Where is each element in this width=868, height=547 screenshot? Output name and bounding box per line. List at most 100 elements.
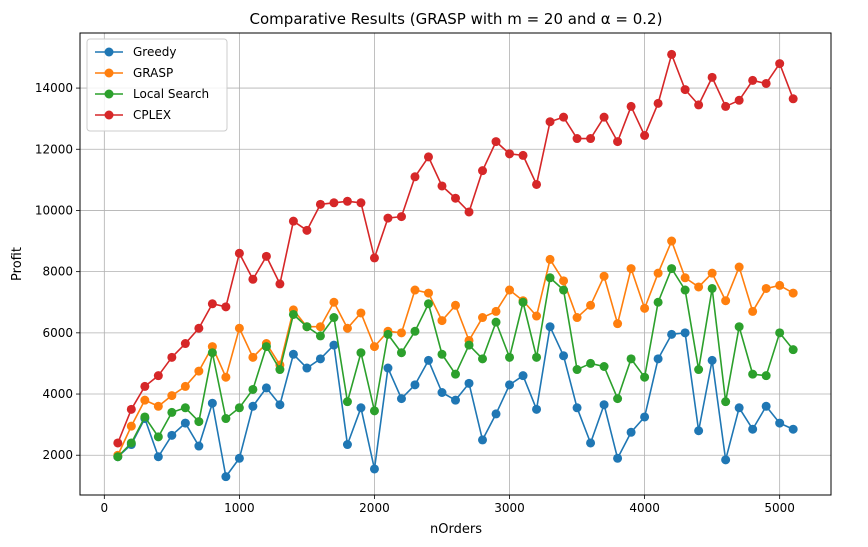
data-point-cplex — [734, 95, 744, 105]
data-point-grasp — [194, 366, 204, 376]
data-point-cplex — [653, 98, 663, 108]
data-point-local-search — [221, 414, 231, 424]
data-point-greedy — [437, 388, 447, 398]
data-point-grasp — [748, 306, 758, 316]
data-point-cplex — [234, 248, 244, 258]
legend-box — [86, 38, 228, 132]
y-tick-label: 6000 — [42, 326, 73, 340]
data-point-grasp — [478, 313, 488, 323]
data-point-greedy — [505, 380, 515, 390]
data-point-cplex — [721, 101, 731, 111]
data-point-grasp — [356, 308, 366, 318]
data-point-greedy — [532, 404, 542, 414]
data-point-grasp — [734, 262, 744, 272]
data-point-cplex — [572, 134, 582, 144]
data-point-local-search — [707, 283, 717, 293]
data-point-local-search — [518, 297, 528, 307]
data-point-grasp — [491, 306, 501, 316]
data-point-greedy — [194, 441, 204, 451]
legend-label: Greedy — [133, 45, 176, 59]
data-point-local-search — [234, 403, 244, 413]
data-point-greedy — [586, 438, 596, 448]
data-point-grasp — [221, 372, 231, 382]
data-point-cplex — [356, 198, 366, 208]
data-point-local-search — [329, 313, 339, 323]
data-point-grasp — [667, 236, 677, 246]
data-point-local-search — [153, 432, 163, 442]
data-point-cplex — [748, 75, 758, 85]
data-point-cplex — [667, 49, 677, 59]
data-point-local-search — [369, 406, 379, 416]
data-point-local-search — [586, 358, 596, 368]
data-point-greedy — [518, 371, 528, 381]
data-point-grasp — [532, 311, 542, 321]
data-point-cplex — [153, 371, 163, 381]
data-point-local-search — [342, 397, 352, 407]
data-point-cplex — [248, 274, 258, 284]
data-point-cplex — [532, 179, 542, 189]
y-axis-label: Profit — [10, 247, 25, 281]
data-point-local-search — [423, 299, 433, 309]
data-point-cplex — [694, 100, 704, 110]
data-point-greedy — [167, 430, 177, 440]
data-point-grasp — [410, 285, 420, 295]
legend-marker — [104, 110, 114, 120]
data-point-local-search — [315, 331, 325, 341]
data-point-local-search — [464, 340, 474, 350]
data-point-local-search — [545, 273, 555, 283]
x-tick-label: 1000 — [224, 501, 255, 515]
data-point-cplex — [194, 323, 204, 333]
data-point-grasp — [707, 268, 717, 278]
data-point-local-search — [775, 328, 785, 338]
data-point-greedy — [234, 453, 244, 463]
data-point-local-search — [451, 369, 460, 379]
data-point-local-search — [194, 417, 204, 427]
data-point-greedy — [680, 328, 690, 338]
data-point-greedy — [221, 472, 231, 482]
data-point-greedy — [248, 401, 258, 411]
data-point-grasp — [586, 300, 596, 310]
data-point-grasp — [329, 297, 339, 307]
data-point-grasp — [167, 391, 177, 401]
data-point-grasp — [505, 285, 515, 295]
data-point-local-search — [302, 322, 312, 332]
data-point-greedy — [288, 349, 298, 359]
data-point-local-search — [653, 297, 663, 307]
legend-label: Local Search — [133, 87, 209, 101]
data-point-grasp — [559, 276, 569, 286]
data-point-cplex — [788, 94, 798, 104]
legend-marker — [104, 68, 114, 78]
data-point-greedy — [694, 426, 704, 436]
data-point-grasp — [396, 328, 406, 338]
data-point-grasp — [140, 395, 150, 405]
data-point-grasp — [680, 273, 690, 283]
data-point-grasp — [613, 319, 623, 329]
data-point-local-search — [599, 361, 609, 371]
series-greedy — [113, 322, 798, 482]
legend: Greedy GRASP Local Search CPLEX — [86, 38, 228, 132]
data-point-cplex — [383, 213, 393, 223]
data-point-greedy — [667, 329, 677, 339]
data-point-local-search — [640, 372, 650, 382]
data-point-grasp — [545, 254, 555, 264]
data-point-cplex — [464, 207, 474, 217]
data-point-greedy — [545, 322, 555, 332]
x-tick-label: 3000 — [494, 501, 525, 515]
data-point-local-search — [491, 317, 501, 327]
data-point-cplex — [423, 152, 433, 162]
data-point-local-search — [680, 285, 690, 295]
y-tick-label: 12000 — [35, 142, 73, 156]
data-point-cplex — [315, 199, 325, 209]
data-point-local-search — [383, 329, 393, 339]
data-point-greedy — [423, 355, 433, 365]
series-cplex — [113, 49, 798, 448]
data-point-grasp — [234, 323, 244, 333]
data-point-greedy — [478, 435, 488, 445]
legend-item-grasp: GRASP — [95, 66, 173, 80]
data-point-cplex — [140, 381, 150, 391]
x-tick-label: 4000 — [629, 501, 660, 515]
y-tick-label: 2000 — [42, 448, 73, 462]
data-point-greedy — [153, 452, 163, 462]
data-point-greedy — [342, 440, 352, 450]
data-point-grasp — [126, 421, 136, 431]
